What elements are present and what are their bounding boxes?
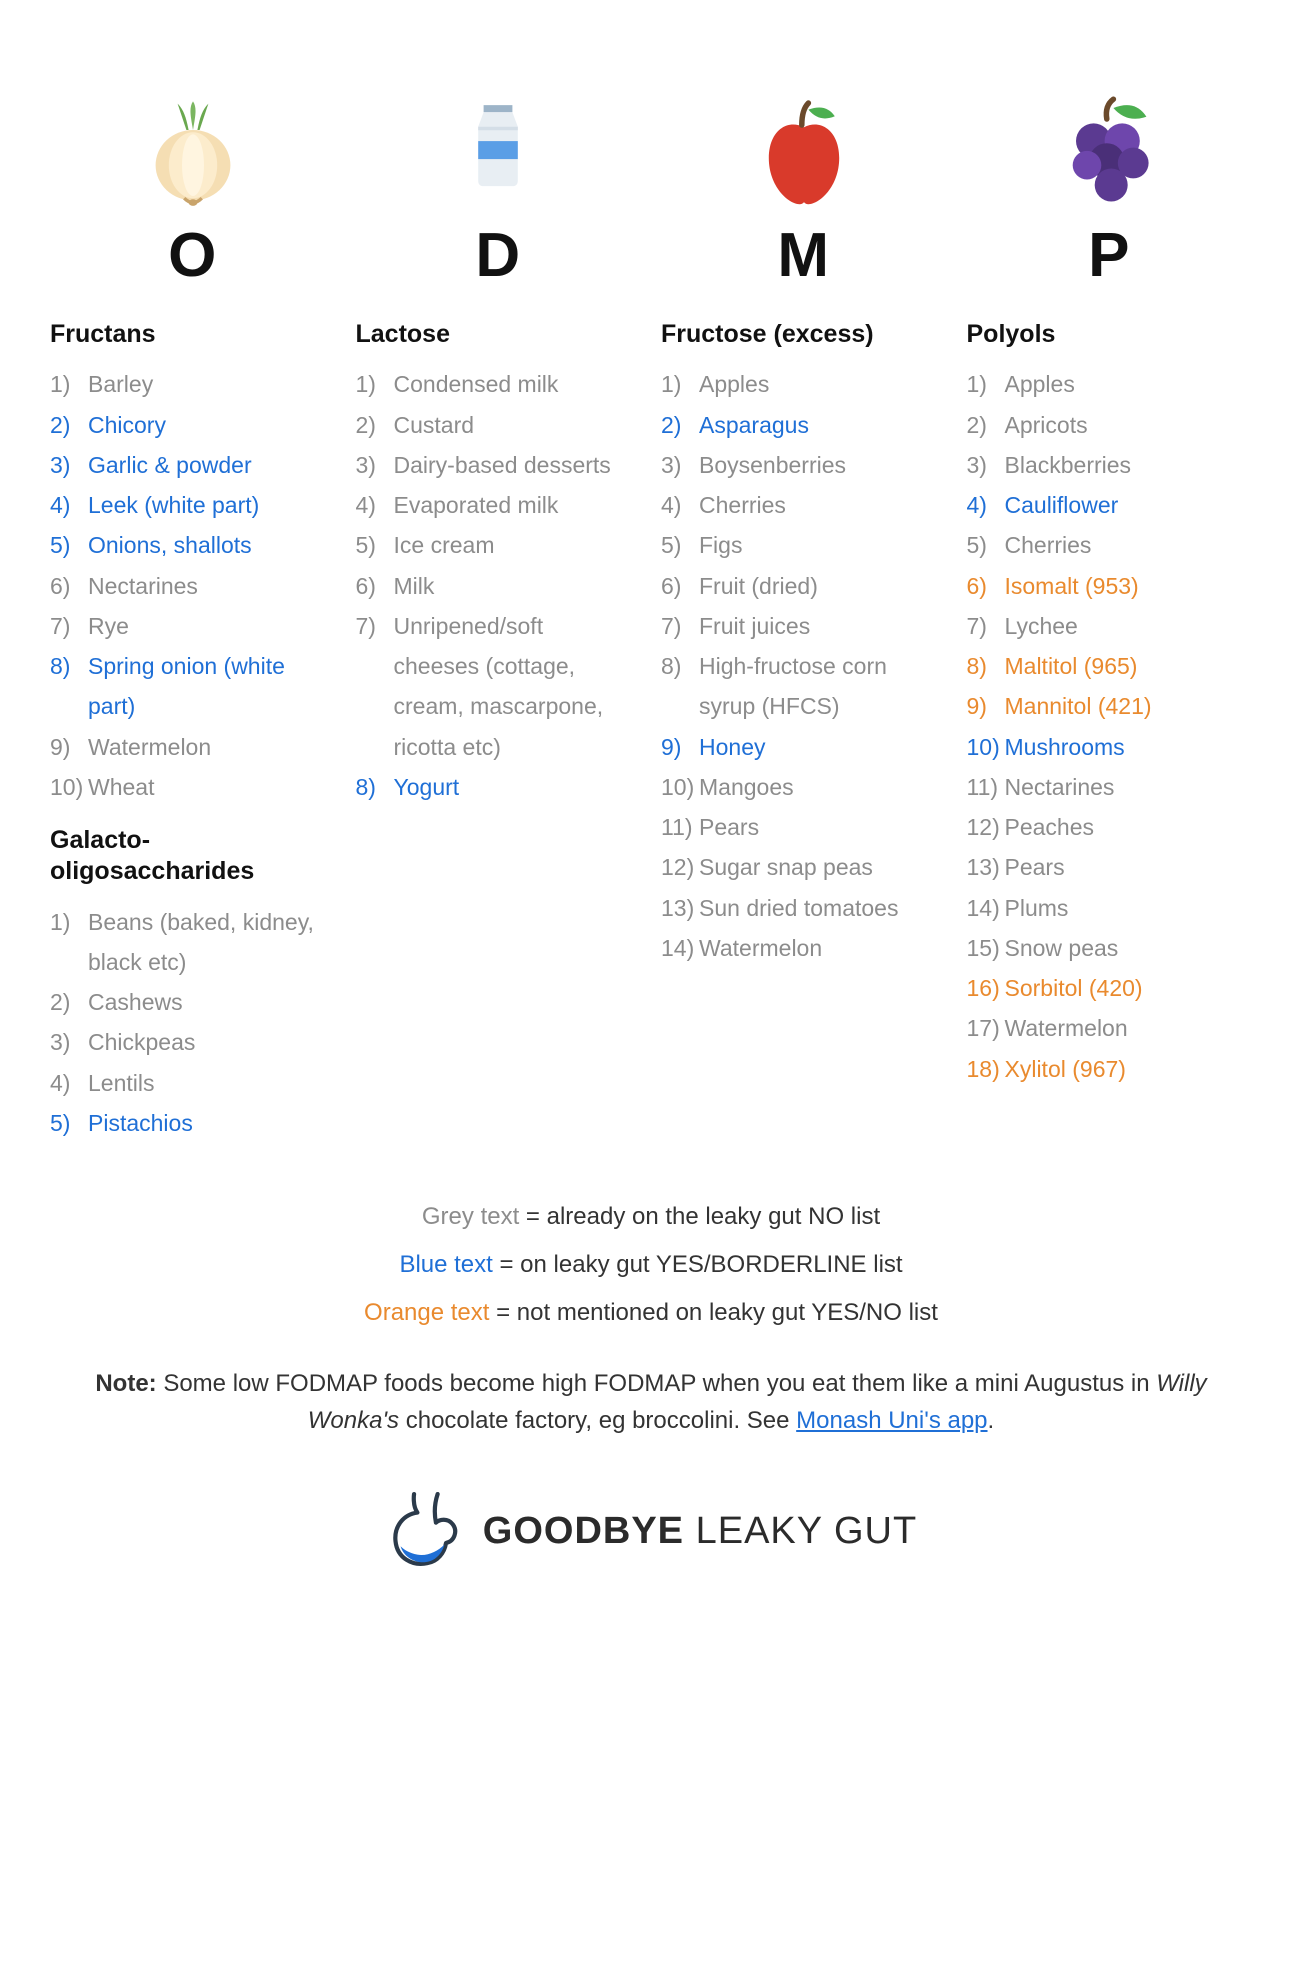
gos-list: Beans (baked, kidney, black etc) Cashews…	[50, 902, 336, 1144]
list-item: Dairy-based desserts	[356, 445, 642, 485]
legend-blue-label: Blue text	[399, 1251, 492, 1278]
group-title: Fructans	[50, 319, 336, 350]
group-title: Galacto-oligosaccharides	[50, 825, 336, 888]
list-item: Asparagus	[661, 405, 947, 445]
note-body-2: chocolate factory, eg broccolini. See	[399, 1407, 796, 1434]
list-item: Pistachios	[50, 1103, 336, 1143]
list-item: Plums	[967, 888, 1253, 928]
list-item: Barley	[50, 364, 336, 404]
list-item: Fruit (dried)	[661, 566, 947, 606]
list-item: Nectarines	[50, 566, 336, 606]
legend-grey-desc: = already on the leaky gut NO list	[519, 1203, 880, 1230]
lactose-list: Condensed milk Custard Dairy-based desse…	[356, 364, 642, 807]
list-item: Garlic & powder	[50, 445, 336, 485]
logo-bold: GOODBYE	[483, 1510, 684, 1552]
legend-grey-label: Grey text	[422, 1203, 519, 1230]
column-d: D Lactose Condensed milk Custard Dairy-b…	[356, 60, 642, 1143]
list-item: Nectarines	[967, 767, 1253, 807]
milk-icon	[356, 60, 642, 220]
note-prefix: Note:	[95, 1370, 156, 1397]
list-item: Milk	[356, 566, 642, 606]
list-item: Pears	[967, 847, 1253, 887]
column-o: O Fructans Barley Chicory Garlic & powde…	[50, 60, 336, 1143]
list-item: Mangoes	[661, 767, 947, 807]
list-item: Rye	[50, 606, 336, 646]
list-item: Custard	[356, 405, 642, 445]
list-item: Spring onion (white part)	[50, 646, 336, 727]
logo: GOODBYE LEAKY GUT	[50, 1489, 1252, 1574]
list-item: Lychee	[967, 606, 1253, 646]
list-item: Wheat	[50, 767, 336, 807]
list-item: Mannitol (421)	[967, 686, 1253, 726]
column-letter: P	[967, 220, 1253, 291]
fructose-list: Apples Asparagus Boysenberries Cherries …	[661, 364, 947, 968]
list-item: Sun dried tomatoes	[661, 888, 947, 928]
list-item: Watermelon	[661, 928, 947, 968]
list-item: Sorbitol (420)	[967, 968, 1253, 1008]
list-item: Chickpeas	[50, 1022, 336, 1062]
monash-link[interactable]: Monash Uni's app	[796, 1407, 987, 1434]
list-item: Watermelon	[50, 727, 336, 767]
group-title: Polyols	[967, 319, 1253, 350]
list-item: Apricots	[967, 405, 1253, 445]
column-p: P Polyols Apples Apricots Blackberries C…	[967, 60, 1253, 1143]
onion-icon	[50, 60, 336, 220]
list-item: Watermelon	[967, 1008, 1253, 1048]
column-letter: D	[356, 220, 642, 291]
group-title: Fructose (excess)	[661, 319, 947, 350]
column-letter: M	[661, 220, 947, 291]
group-title: Lactose	[356, 319, 642, 350]
column-m: M Fructose (excess) Apples Asparagus Boy…	[661, 60, 947, 1143]
list-item: Boysenberries	[661, 445, 947, 485]
list-item: High-fructose corn syrup (HFCS)	[661, 646, 947, 727]
note-suffix: .	[988, 1407, 995, 1434]
legend-orange-desc: = not mentioned on leaky gut YES/NO list	[489, 1299, 937, 1326]
list-item: Isomalt (953)	[967, 566, 1253, 606]
list-item: Sugar snap peas	[661, 847, 947, 887]
list-item: Condensed milk	[356, 364, 642, 404]
list-item: Fruit juices	[661, 606, 947, 646]
list-item: Unripened/soft cheeses (cottage, cream, …	[356, 606, 642, 767]
logo-text: GOODBYE LEAKY GUT	[483, 1510, 917, 1553]
grapes-icon	[967, 60, 1253, 220]
column-letter: O	[50, 220, 336, 291]
list-item: Cashews	[50, 982, 336, 1022]
note-body-1: Some low FODMAP foods become high FODMAP…	[157, 1370, 1157, 1397]
list-item: Apples	[967, 364, 1253, 404]
list-item: Blackberries	[967, 445, 1253, 485]
legend-grey: Grey text = already on the leaky gut NO …	[50, 1193, 1252, 1241]
logo-light: LEAKY GUT	[684, 1510, 917, 1552]
list-item: Lentils	[50, 1063, 336, 1103]
list-item: Cherries	[967, 525, 1253, 565]
list-item: Evaporated milk	[356, 485, 642, 525]
list-item: Apples	[661, 364, 947, 404]
polyols-list: Apples Apricots Blackberries Cauliflower…	[967, 364, 1253, 1089]
list-item: Cauliflower	[967, 485, 1253, 525]
legend-blue: Blue text = on leaky gut YES/BORDERLINE …	[50, 1241, 1252, 1289]
list-item: Snow peas	[967, 928, 1253, 968]
legend: Grey text = already on the leaky gut NO …	[50, 1193, 1252, 1337]
fructans-list: Barley Chicory Garlic & powder Leek (whi…	[50, 364, 336, 807]
list-item: Xylitol (967)	[967, 1049, 1253, 1089]
legend-orange-label: Orange text	[364, 1299, 489, 1326]
list-item: Ice cream	[356, 525, 642, 565]
columns-container: O Fructans Barley Chicory Garlic & powde…	[50, 60, 1252, 1143]
list-item: Peaches	[967, 807, 1253, 847]
list-item: Honey	[661, 727, 947, 767]
list-item: Yogurt	[356, 767, 642, 807]
list-item: Cherries	[661, 485, 947, 525]
legend-blue-desc: = on leaky gut YES/BORDERLINE list	[493, 1251, 903, 1278]
list-item: Mushrooms	[967, 727, 1253, 767]
list-item: Figs	[661, 525, 947, 565]
list-item: Leek (white part)	[50, 485, 336, 525]
apple-icon	[661, 60, 947, 220]
note: Note: Some low FODMAP foods become high …	[50, 1365, 1252, 1439]
list-item: Maltitol (965)	[967, 646, 1253, 686]
list-item: Beans (baked, kidney, black etc)	[50, 902, 336, 983]
legend-orange: Orange text = not mentioned on leaky gut…	[50, 1289, 1252, 1337]
list-item: Pears	[661, 807, 947, 847]
list-item: Chicory	[50, 405, 336, 445]
stomach-icon	[385, 1489, 465, 1574]
list-item: Onions, shallots	[50, 525, 336, 565]
